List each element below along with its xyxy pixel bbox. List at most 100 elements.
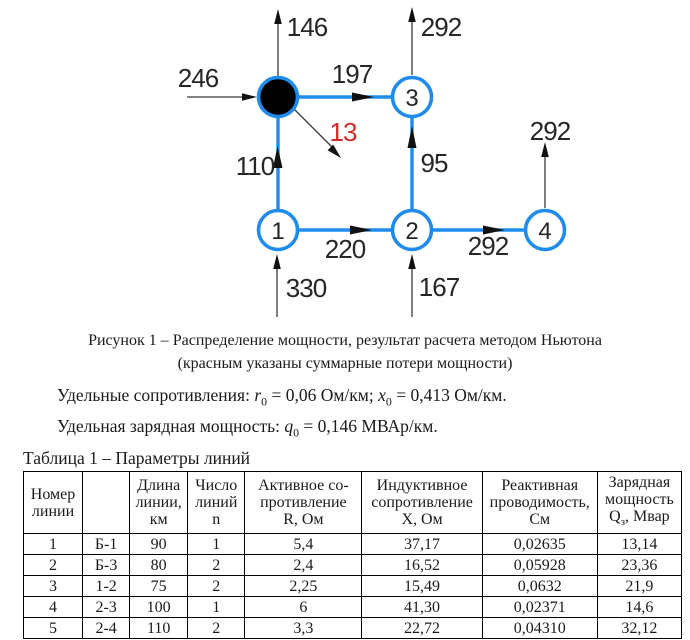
arrow-source-up-head-icon bbox=[274, 9, 282, 24]
cell: 4 bbox=[22, 596, 84, 619]
network-nodes bbox=[256, 75, 567, 252]
text-run: = 0,413 Ом/км. bbox=[391, 385, 507, 405]
table-row: 1 Б-1 90 1 5,4 37,17 0,02635 13,14 bbox=[22, 533, 683, 556]
node-2-label: 2 bbox=[405, 218, 418, 245]
cell: 80 bbox=[129, 554, 189, 577]
cell: 0,02635 bbox=[481, 533, 598, 556]
header-circuit-count: Число линий n bbox=[187, 470, 246, 535]
cell: 90 bbox=[129, 533, 189, 556]
flow-arrowheads bbox=[273, 92, 505, 235]
label-injection-330: 330 bbox=[286, 273, 327, 303]
header-length: Длина линии, км bbox=[129, 470, 189, 535]
power-labels: 246 146 292 292 330 167 197 110 95 220 2… bbox=[178, 12, 572, 303]
label-flow-95: 95 bbox=[421, 148, 448, 178]
cell: Б-3 bbox=[82, 554, 131, 577]
network-edges bbox=[276, 95, 524, 232]
q-subscript: з bbox=[620, 516, 625, 529]
flow-arrow-1-to-source-icon bbox=[273, 146, 283, 168]
node-source-circle bbox=[256, 75, 300, 119]
arrow-losses-head-icon bbox=[327, 144, 341, 158]
label-flow-292: 292 bbox=[468, 231, 509, 261]
header-susceptance: Реактивная проводимость, См bbox=[481, 470, 598, 535]
label-injection-246: 246 bbox=[178, 63, 219, 93]
flow-arrow-source-to-3-icon bbox=[352, 92, 374, 102]
arrow-into-source-head-icon bbox=[242, 93, 257, 101]
arrow-node3-up-head-icon bbox=[408, 7, 416, 22]
label-injection-167: 167 bbox=[419, 272, 460, 302]
var-q: q bbox=[284, 415, 294, 436]
label-injection-292-node3: 292 bbox=[421, 12, 462, 42]
table-row: 2 Б-3 80 2 2,4 16,52 0,05928 23,36 bbox=[22, 554, 683, 577]
cell: 100 bbox=[129, 596, 189, 619]
label-flow-197: 197 bbox=[332, 59, 373, 89]
cell: 23,36 bbox=[596, 554, 683, 577]
header-line-name bbox=[82, 470, 131, 535]
label-injection-146: 146 bbox=[287, 12, 328, 42]
cell: 110 bbox=[129, 617, 189, 640]
text-run: , Мвар bbox=[625, 508, 670, 525]
table-body: 1 Б-1 90 1 5,4 37,17 0,02635 13,14 2 Б-3 80 2 2,4 16… bbox=[22, 533, 683, 640]
charging-power-line: Удельная зарядная мощность: q0 = 0,146 М… bbox=[57, 414, 507, 445]
label-flow-110: 110 bbox=[236, 151, 275, 181]
cell: 15,49 bbox=[361, 575, 483, 598]
cell: 2 bbox=[187, 575, 246, 598]
node-4-label: 4 bbox=[538, 218, 551, 245]
cell: 0,04310 bbox=[481, 617, 598, 640]
node-1-label: 1 bbox=[271, 218, 284, 245]
text-run: Q bbox=[609, 508, 621, 525]
cell: 5,4 bbox=[244, 533, 363, 556]
header-line-number: Номер линии bbox=[22, 470, 84, 535]
cell: 0,02371 bbox=[481, 596, 598, 619]
injection-arrows bbox=[187, 7, 549, 317]
cell: 2,25 bbox=[244, 575, 363, 598]
figure-caption-line2: (красным указаны суммарные потери мощнос… bbox=[177, 355, 513, 372]
flow-arrow-2-to-4-icon bbox=[483, 225, 505, 235]
cell: 0,0632 bbox=[481, 575, 598, 598]
line-parameters-table: Номер линии Длина линии, км Число линий … bbox=[22, 470, 683, 640]
cell: 16,52 bbox=[361, 554, 483, 577]
line-parameters-text: Удельные сопротивления: r0 = 0,06 Ом/км;… bbox=[57, 383, 507, 444]
table-title: Таблица 1 – Параметры линий bbox=[23, 448, 251, 468]
flow-arrow-2-to-3-icon bbox=[407, 126, 417, 148]
text-run: Зарядная мощность bbox=[605, 474, 674, 508]
cell: 13,14 bbox=[596, 533, 683, 556]
cell: 5 bbox=[22, 617, 84, 640]
cell: 1 bbox=[187, 596, 246, 619]
label-flow-220: 220 bbox=[325, 234, 366, 264]
cell: 3 bbox=[22, 575, 84, 598]
cell: 41,30 bbox=[361, 596, 483, 619]
cell: 3,3 bbox=[244, 617, 363, 640]
cell: 1 bbox=[187, 533, 246, 556]
text-run: = 0,146 МВАр/км. bbox=[299, 415, 438, 436]
power-network-diagram: 3 1 2 4 246 146 292 292 330 167 197 110 … bbox=[178, 7, 572, 317]
flow-arrow-1-to-2-icon bbox=[350, 225, 372, 235]
cell: 37,17 bbox=[361, 533, 483, 556]
var-x: x bbox=[378, 385, 386, 405]
node-3-label: 3 bbox=[405, 85, 418, 112]
cell: 14,6 bbox=[596, 596, 683, 619]
table-header: Номер линии Длина линии, км Число линий … bbox=[22, 470, 683, 535]
header-resistance: Активное со- противление R, Ом bbox=[244, 470, 363, 535]
cell: 22,72 bbox=[361, 617, 483, 640]
cell: 2,4 bbox=[244, 554, 363, 577]
cell: 1 bbox=[22, 533, 84, 556]
label-total-losses: 13 bbox=[330, 117, 357, 147]
node-3-circle bbox=[390, 75, 434, 119]
figure-caption-line1: Рисунок 1 – Распределение мощности, резу… bbox=[88, 332, 602, 349]
table-row: 3 1-2 75 2 2,25 15,49 0,0632 21,9 bbox=[22, 575, 683, 598]
cell: Б-1 bbox=[82, 533, 131, 556]
var-q-sub: 0 bbox=[293, 425, 300, 439]
node-2-circle bbox=[390, 208, 434, 252]
cell: 1-2 bbox=[82, 575, 131, 598]
var-r: r bbox=[254, 385, 262, 405]
var-r-sub: 0 bbox=[261, 394, 268, 409]
label-injection-292-node4: 292 bbox=[530, 116, 571, 146]
var-x-sub: 0 bbox=[385, 394, 392, 409]
cell: 6 bbox=[244, 596, 363, 619]
text-run: Удельная зарядная мощность: bbox=[57, 415, 285, 436]
cell: 2 bbox=[187, 554, 246, 577]
header-charging-power: Зарядная мощность Qз, Мвар bbox=[596, 470, 683, 535]
arrow-node1-bottom-head-icon bbox=[273, 254, 281, 269]
text-run: = 0,06 Ом/км; bbox=[267, 385, 379, 405]
